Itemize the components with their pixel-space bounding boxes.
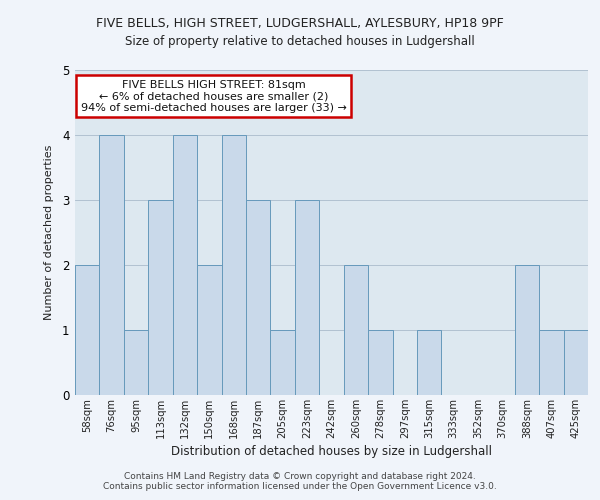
Text: Contains HM Land Registry data © Crown copyright and database right 2024.: Contains HM Land Registry data © Crown c… bbox=[124, 472, 476, 481]
Text: FIVE BELLS, HIGH STREET, LUDGERSHALL, AYLESBURY, HP18 9PF: FIVE BELLS, HIGH STREET, LUDGERSHALL, AY… bbox=[96, 18, 504, 30]
Text: Contains public sector information licensed under the Open Government Licence v3: Contains public sector information licen… bbox=[103, 482, 497, 491]
Bar bbox=[344, 265, 368, 395]
Text: FIVE BELLS HIGH STREET: 81sqm
← 6% of detached houses are smaller (2)
94% of sem: FIVE BELLS HIGH STREET: 81sqm ← 6% of de… bbox=[80, 80, 346, 113]
Bar bbox=[221, 135, 246, 395]
Bar bbox=[173, 135, 197, 395]
Text: Size of property relative to detached houses in Ludgershall: Size of property relative to detached ho… bbox=[125, 35, 475, 48]
Bar bbox=[124, 330, 148, 395]
Bar bbox=[246, 200, 271, 395]
Bar bbox=[539, 330, 563, 395]
Bar bbox=[75, 265, 100, 395]
X-axis label: Distribution of detached houses by size in Ludgershall: Distribution of detached houses by size … bbox=[171, 445, 492, 458]
Bar bbox=[271, 330, 295, 395]
Bar bbox=[100, 135, 124, 395]
Bar bbox=[148, 200, 173, 395]
Bar bbox=[563, 330, 588, 395]
Bar bbox=[417, 330, 442, 395]
Bar bbox=[197, 265, 221, 395]
Y-axis label: Number of detached properties: Number of detached properties bbox=[44, 145, 53, 320]
Bar bbox=[515, 265, 539, 395]
Bar bbox=[368, 330, 392, 395]
Bar bbox=[295, 200, 319, 395]
